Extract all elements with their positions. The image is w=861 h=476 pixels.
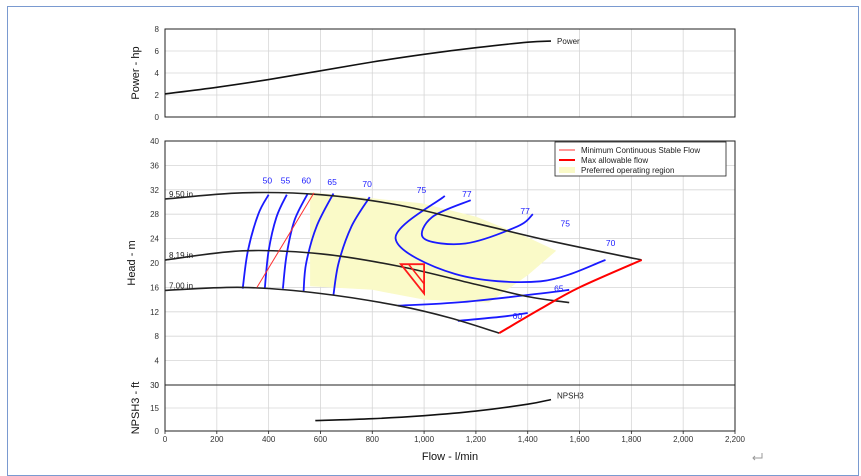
bep-triangle-inner-line [407, 263, 425, 285]
efficiency-label: 75 [417, 185, 427, 195]
head-ytick-label: 20 [150, 259, 159, 268]
efficiency-label: 77 [462, 189, 472, 199]
xtick-label: 0 [163, 435, 168, 444]
npsh-ytick-label: 0 [155, 427, 160, 436]
efficiency-label: 60 [513, 311, 523, 321]
npsh-series-label: NPSH3 [557, 392, 584, 401]
legend-label: Max allowable flow [581, 156, 648, 165]
xtick-label: 1,800 [621, 435, 642, 444]
xtick-label: 2,200 [725, 435, 746, 444]
efficiency-label: 65 [327, 177, 337, 187]
xtick-label: 1,200 [466, 435, 487, 444]
min-stable-flow-line [256, 192, 315, 288]
efficiency-label: 60 [301, 176, 311, 186]
power-ytick-label: 4 [155, 69, 160, 78]
max-allowable-flow-line [498, 259, 643, 334]
xtick-label: 200 [210, 435, 224, 444]
impeller-curve-line [164, 249, 570, 304]
legend-label: Preferred operating region [581, 166, 674, 175]
legend-swatch [559, 167, 575, 173]
preferred-region-area [310, 192, 557, 303]
bep-triangle-marker [398, 263, 425, 297]
efficiency-iso-line [302, 193, 335, 292]
power-ytick-label: 2 [155, 91, 160, 100]
power-plot-border [164, 28, 736, 118]
flow-xlabel: Flow - l/min [422, 451, 478, 463]
power-ylabel: Power - hp [130, 46, 142, 99]
npsh-panel: 0 15 30 NPSH3 0 200 400 600 800 1,000 1,200 1,400 1,… [130, 381, 746, 463]
head-ytick-label: 32 [150, 186, 159, 195]
head-ytick-label: 28 [150, 210, 159, 219]
legend-label: Minimum Continuous Stable Flow [581, 146, 700, 155]
xtick-label: 1,600 [570, 435, 591, 444]
head-ytick-label: 24 [150, 235, 159, 244]
head-ytick-label: 12 [150, 308, 159, 317]
head-ytick-label: 16 [150, 283, 159, 292]
efficiency-iso-line [282, 193, 309, 289]
head-ytick-label: 0 [155, 381, 160, 390]
return-arrow-icon [752, 453, 763, 461]
head-ylabel: Head - m [126, 240, 138, 285]
head-ytick-label: 4 [155, 357, 160, 366]
efficiency-label: 77 [520, 206, 530, 216]
npsh-ylabel: NPSH3 - ft [130, 382, 142, 435]
power-series-label: Power [557, 37, 580, 46]
power-ytick-label: 0 [155, 113, 160, 122]
impeller-label: 9.50 in [169, 190, 193, 199]
impeller-curve-line [164, 286, 500, 334]
efficiency-label: 75 [561, 218, 571, 228]
efficiency-iso-line [241, 194, 270, 289]
xtick-label: 800 [366, 435, 380, 444]
efficiency-iso-line [332, 196, 371, 296]
efficiency-label: 70 [606, 238, 616, 248]
power-curve-line [164, 40, 552, 95]
xtick-label: 2,000 [673, 435, 694, 444]
xtick-label: 400 [262, 435, 276, 444]
npsh-ytick-label: 15 [150, 404, 159, 413]
head-panel: 0 4 8 12 16 20 24 28 32 36 40 9.50 in 8.19 in 7.00 in… [126, 137, 736, 390]
xtick-label: 1,400 [518, 435, 539, 444]
power-ytick-label: 8 [155, 25, 160, 34]
power-ytick-label: 6 [155, 47, 160, 56]
head-ytick-label: 36 [150, 161, 159, 170]
xtick-label: 600 [314, 435, 328, 444]
efficiency-iso-line [420, 199, 534, 246]
efficiency-iso-line [457, 312, 528, 322]
efficiency-iso-line [398, 288, 570, 307]
efficiency-label: 65 [554, 284, 564, 294]
power-panel: 0 2 4 6 8 Power Power - hp [130, 25, 736, 122]
efficiency-label: 70 [362, 179, 372, 189]
npsh-plot-border [164, 384, 736, 432]
npsh-ytick-label: 30 [150, 381, 159, 390]
head-ytick-label: 40 [150, 137, 159, 146]
efficiency-label: 55 [281, 176, 291, 186]
xtick-label: 1,000 [414, 435, 435, 444]
efficiency-label: 50 [263, 176, 273, 186]
impeller-label: 7.00 in [169, 281, 193, 290]
impeller-label: 8.19 in [169, 251, 193, 260]
npsh-curve-line [315, 398, 552, 422]
efficiency-iso-line [394, 195, 606, 284]
impeller-curve-line [164, 191, 642, 261]
head-ytick-label: 8 [155, 332, 160, 341]
legend-box [554, 141, 727, 177]
